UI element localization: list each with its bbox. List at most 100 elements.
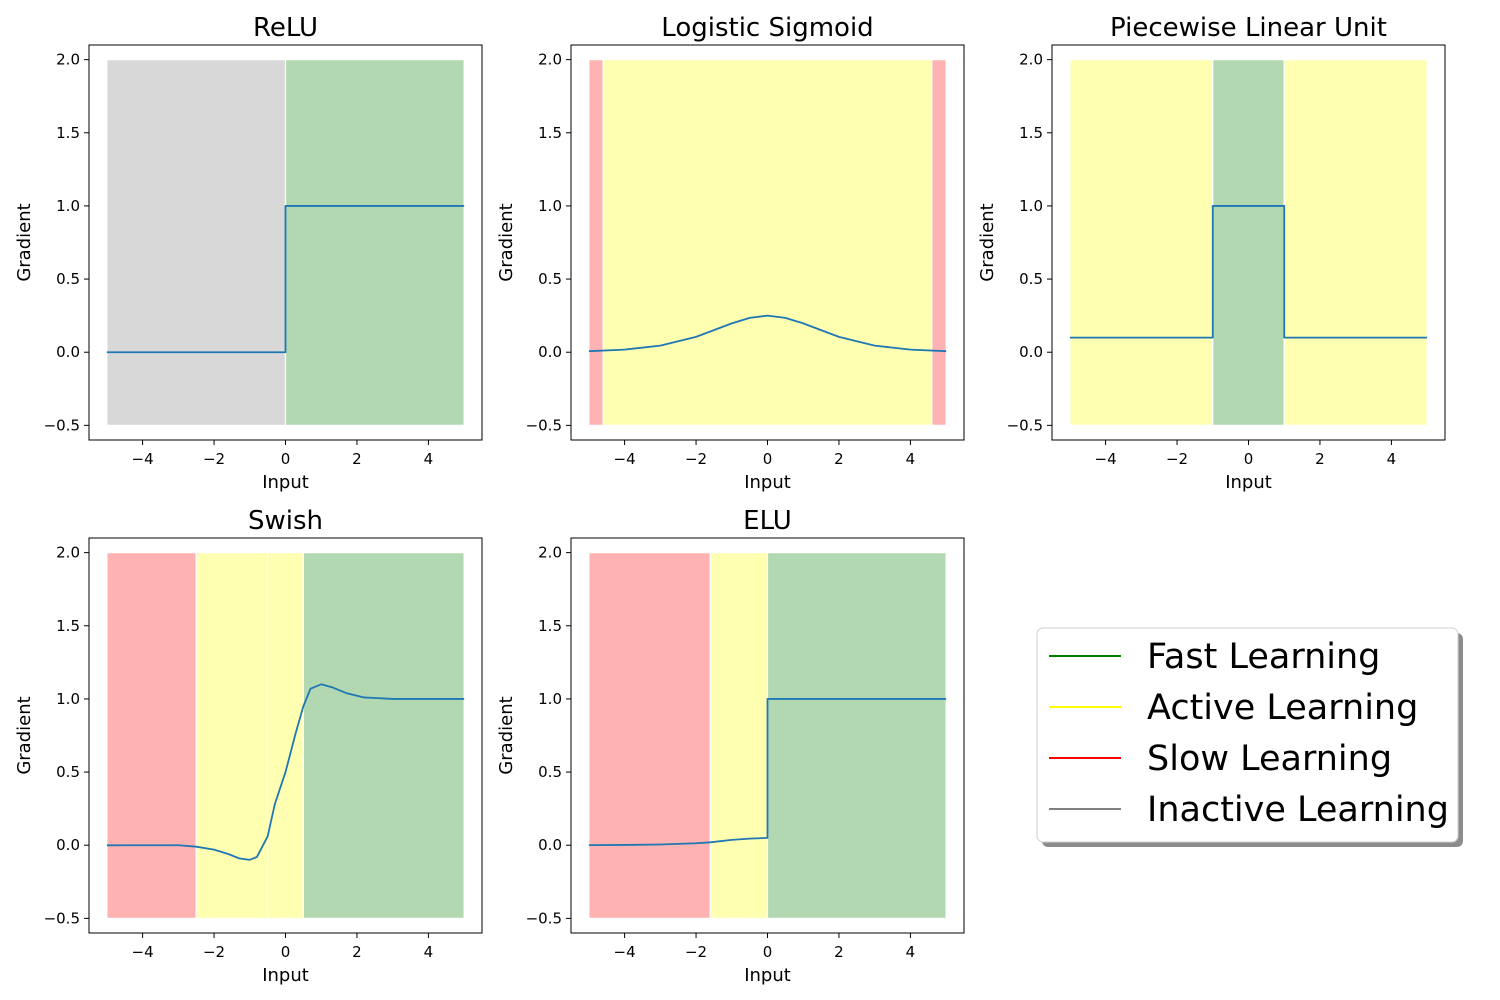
gradient-curve (106, 683, 465, 861)
y-tick-label: 0.0 (1019, 343, 1043, 361)
zone-active-1 (1069, 59, 1214, 426)
x-axis-label: Input (744, 965, 791, 986)
panel-4: −4 −2 0 2 4 −0.5 0.0 0.5 1.0 1.5 2.0 Swish Input Grad… (14, 506, 483, 986)
y-tick-label: −0.5 (44, 909, 80, 927)
x-tick-label: 0 (281, 943, 291, 961)
y-tick-label: 1.5 (538, 124, 562, 142)
x-axis-label: Input (262, 965, 309, 986)
legend-entry: Active Learning (1049, 688, 1418, 728)
gradient-curve (106, 205, 465, 354)
y-axis-label: Gradient (14, 203, 35, 281)
y-tick-label: 1.5 (56, 617, 80, 635)
zone-active-3 (267, 552, 304, 919)
zone-fast-3 (766, 552, 947, 919)
x-tick-label: 2 (834, 450, 844, 468)
panel-title: Logistic Sigmoid (661, 13, 873, 43)
zone-slow-1 (106, 552, 197, 919)
y-axis-label: Gradient (496, 696, 517, 774)
x-tick-label: −4 (132, 450, 154, 468)
panel-title: ReLU (253, 13, 318, 43)
legend-label: Active Learning (1147, 688, 1418, 728)
x-tick-label: −2 (203, 943, 225, 961)
y-tick-label: 1.0 (538, 197, 562, 215)
y-tick-label: 0.5 (56, 270, 80, 288)
legend-label: Slow Learning (1147, 739, 1392, 779)
x-axis-label: Input (744, 472, 791, 493)
x-tick-label: −4 (614, 450, 636, 468)
zone-active-2 (195, 552, 269, 919)
zone-active-3 (1283, 59, 1428, 426)
panel-5: −4 −2 0 2 4 −0.5 0.0 0.5 1.0 1.5 2.0 ELU Input Gradie… (496, 506, 965, 986)
y-axis-label: Gradient (496, 203, 517, 281)
y-tick-label: 1.5 (56, 124, 80, 142)
panel-1: −4 −2 0 2 4 −0.5 0.0 0.5 1.0 1.5 2.0 ReLU Input Gradi… (14, 13, 483, 493)
y-tick-label: 2.0 (56, 544, 80, 562)
gradient-curve (588, 698, 947, 847)
gradient-curve (588, 314, 947, 353)
y-tick-label: −0.5 (526, 909, 562, 927)
legend-label: Fast Learning (1147, 637, 1380, 677)
x-tick-label: −2 (685, 943, 707, 961)
y-tick-label: 0.5 (56, 763, 80, 781)
x-tick-label: −4 (132, 943, 154, 961)
x-tick-label: 4 (906, 943, 916, 961)
y-axis-label: Gradient (14, 696, 35, 774)
y-tick-label: −0.5 (1007, 416, 1043, 434)
x-tick-label: 4 (906, 450, 916, 468)
zone-slow-3 (931, 59, 947, 426)
panel-title: ELU (743, 506, 792, 536)
y-tick-label: 2.0 (538, 51, 562, 69)
y-tick-label: −0.5 (526, 416, 562, 434)
legend-entry: Fast Learning (1049, 637, 1380, 677)
x-tick-label: −4 (614, 943, 636, 961)
y-tick-label: 1.0 (1019, 197, 1043, 215)
x-axis-label: Input (1225, 472, 1272, 493)
zone-fast-2 (284, 59, 465, 426)
panel-title: Piecewise Linear Unit (1110, 13, 1387, 43)
x-tick-label: 0 (281, 450, 291, 468)
x-tick-label: −2 (1166, 450, 1188, 468)
x-tick-label: 4 (1387, 450, 1397, 468)
x-tick-label: −4 (1095, 450, 1117, 468)
y-tick-label: 2.0 (538, 544, 562, 562)
zone-active-2 (709, 552, 769, 919)
y-tick-label: −0.5 (44, 416, 80, 434)
x-tick-label: 0 (1244, 450, 1254, 468)
legend-entry: Inactive Learning (1049, 790, 1449, 830)
gradient-curve (1069, 205, 1428, 339)
y-tick-label: 0.0 (538, 836, 562, 854)
zone-inactive-1 (106, 59, 287, 426)
x-tick-label: −2 (685, 450, 707, 468)
x-tick-label: 2 (834, 943, 844, 961)
legend: Fast Learning Active Learning Slow Learnin… (1036, 627, 1463, 847)
x-tick-label: 0 (763, 943, 773, 961)
panel-3: −4 −2 0 2 4 −0.5 0.0 0.5 1.0 1.5 2.0 Piecewise Line… (977, 13, 1446, 493)
x-tick-label: 2 (352, 450, 362, 468)
y-tick-label: 1.5 (1019, 124, 1043, 142)
y-tick-label: 1.0 (56, 197, 80, 215)
x-tick-label: 2 (352, 943, 362, 961)
y-tick-label: 1.0 (56, 690, 80, 708)
x-tick-label: 4 (424, 450, 434, 468)
y-tick-label: 0.0 (56, 836, 80, 854)
zone-fast-2 (1212, 59, 1285, 426)
zone-slow-1 (588, 59, 604, 426)
x-tick-label: −2 (203, 450, 225, 468)
x-tick-label: 2 (1315, 450, 1325, 468)
panels-layer: −4 −2 0 2 4 −0.5 0.0 0.5 1.0 1.5 2.0 ReLU Input Gradi… (14, 13, 1446, 986)
y-tick-label: 0.0 (56, 343, 80, 361)
y-tick-label: 0.5 (538, 763, 562, 781)
y-tick-label: 1.5 (538, 617, 562, 635)
legend-entry: Slow Learning (1049, 739, 1392, 779)
x-tick-label: 0 (763, 450, 773, 468)
y-tick-label: 1.0 (538, 690, 562, 708)
panel-title: Swish (248, 506, 323, 536)
y-axis-label: Gradient (977, 203, 998, 281)
zone-fast-4 (302, 552, 465, 919)
y-tick-label: 2.0 (1019, 51, 1043, 69)
y-tick-label: 2.0 (56, 51, 80, 69)
x-tick-label: 4 (424, 943, 434, 961)
zone-slow-1 (588, 552, 711, 919)
legend-box (1036, 627, 1459, 843)
